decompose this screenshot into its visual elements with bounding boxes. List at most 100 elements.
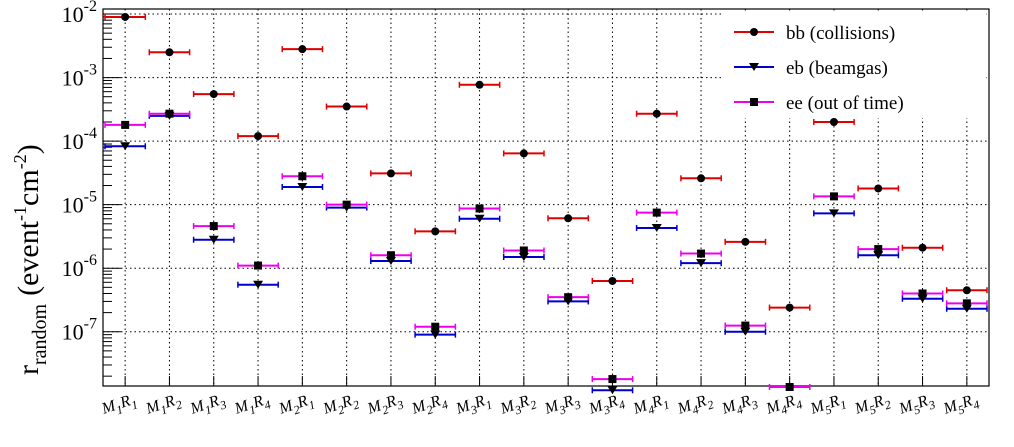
x-tick-label-station-index: 3 — [468, 402, 479, 417]
y-tick-label-exponent: -3 — [84, 62, 97, 79]
data-point — [253, 280, 264, 289]
x-tick-label-region-index: 4 — [971, 397, 981, 412]
x-tick-label-region-index: 4 — [794, 397, 804, 412]
x-tick-label-region-index: 3 — [749, 397, 760, 412]
legend: bb (collisions) eb (beamgas) ee (out of ti… — [724, 12, 986, 118]
data-point — [121, 120, 130, 129]
y-axis-label-symbol: r — [12, 365, 45, 375]
series-square — [104, 109, 988, 392]
series-circle — [104, 12, 988, 312]
x-tick-label-region-index: 1 — [484, 397, 494, 412]
x-tick-label-region: R — [649, 392, 665, 412]
y-axis-label-sup2: -2 — [10, 154, 30, 169]
x-tick-label-region: R — [294, 392, 310, 412]
data-point — [209, 90, 218, 99]
data-point — [430, 330, 441, 339]
data-point — [741, 321, 750, 330]
x-tick-label-station-index: 1 — [203, 402, 213, 417]
y-axis-label-end: ) — [12, 144, 45, 154]
data-point — [297, 182, 308, 191]
data-point — [874, 184, 883, 193]
x-tick-label-region: R — [604, 392, 620, 412]
y-tick-label-base: 10 — [62, 193, 84, 218]
data-point — [651, 223, 662, 232]
x-tick-label-station-index: 3 — [557, 402, 568, 417]
data-point — [962, 299, 971, 308]
x-tick-label-station-index: 5 — [823, 402, 833, 417]
data-point — [519, 246, 528, 255]
data-point — [209, 222, 218, 231]
x-tick-label-region-index: 1 — [838, 397, 848, 412]
data-point — [121, 12, 130, 21]
x-tick-label-region: R — [826, 392, 842, 412]
x-tick-label-station-index: 4 — [646, 402, 656, 417]
data-point — [652, 208, 661, 217]
y-tick-label: 10-3 — [62, 62, 97, 91]
x-tick-label-region-index: 4 — [262, 397, 272, 412]
x-tick-label-station-index: 2 — [380, 402, 390, 417]
data-point — [740, 327, 751, 336]
x-tick-label-station-index: 4 — [779, 402, 789, 417]
x-tick-label: M1R4 — [232, 391, 273, 422]
x-tick-label-region: R — [472, 392, 488, 412]
x-tick-label-region-index: 2 — [883, 397, 893, 412]
x-tick-label-region: R — [117, 392, 133, 412]
y-tick-label-exponent: -7 — [84, 316, 97, 333]
x-tick-label-station-index: 4 — [690, 402, 700, 417]
data-point — [254, 261, 263, 270]
y-tick-label-base: 10 — [62, 66, 84, 91]
data-point — [564, 214, 573, 223]
y-tick-label: 10-2 — [62, 0, 97, 27]
x-tick-label-station-index: 2 — [425, 402, 435, 417]
y-axis-label-mid: cm — [12, 169, 45, 206]
y-tick-label-base: 10 — [62, 2, 84, 27]
data-point — [608, 276, 617, 285]
x-tick-label-region: R — [737, 392, 753, 412]
x-tick-label: M3R2 — [497, 391, 538, 422]
data-point — [608, 375, 617, 384]
y-tick-label-exponent: -5 — [84, 189, 97, 206]
x-tick-label: M4R4 — [763, 391, 804, 422]
data-point — [564, 293, 573, 302]
data-point — [165, 48, 174, 57]
x-tick-label-station-index: 2 — [336, 402, 346, 417]
legend-swatch-marker — [750, 28, 758, 36]
legend-label: bb (collisions) — [786, 23, 895, 44]
data-point — [607, 386, 618, 395]
data-point — [386, 251, 395, 260]
x-tick-label-region: R — [383, 392, 399, 412]
x-tick-label-region-index: 1 — [661, 397, 671, 412]
data-point — [298, 45, 307, 54]
x-tick-label-region: R — [516, 392, 532, 412]
data-point — [874, 245, 883, 254]
legend-background — [724, 12, 986, 118]
x-tick-label-region: R — [959, 392, 975, 412]
data-point — [342, 200, 351, 209]
y-tick-label-exponent: -2 — [84, 0, 97, 15]
x-tick-label-station-index: 5 — [868, 402, 878, 417]
data-point — [697, 249, 706, 258]
data-point — [918, 243, 927, 252]
data-point — [386, 169, 395, 178]
y-tick-label-base: 10 — [62, 256, 84, 281]
x-tick-label-station-index: 1 — [159, 402, 169, 417]
x-tick-label-station-index: 4 — [735, 402, 745, 417]
x-tick-label-region: R — [560, 392, 576, 412]
y-axis-label-units: (event — [12, 220, 45, 296]
x-tick-label-station-index: 2 — [292, 402, 302, 417]
data-point — [918, 289, 927, 298]
data-point — [697, 174, 706, 183]
data-point — [518, 253, 529, 262]
legend-label: eb (beamgas) — [786, 58, 888, 79]
x-tick-label-region-index: 2 — [528, 397, 538, 412]
x-tick-label-region-index: 2 — [705, 397, 715, 412]
data-point — [873, 251, 884, 260]
data-point — [519, 149, 528, 158]
x-tick-label-station-index: 5 — [956, 402, 966, 417]
x-tick-label-region: R — [693, 392, 709, 412]
data-point — [165, 109, 174, 118]
y-tick-label: 10-6 — [62, 252, 97, 281]
x-tick-label-region-index: 1 — [307, 397, 317, 412]
data-point — [828, 209, 839, 218]
